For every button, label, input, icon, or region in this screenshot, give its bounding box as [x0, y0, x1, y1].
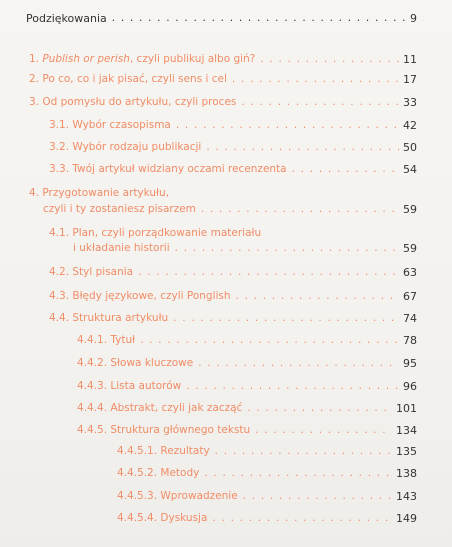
toc-entry-label: 3.2. Wybór rodzaju publikacji — [49, 141, 202, 153]
toc-entry-number: 1. — [29, 53, 43, 65]
toc-entry-label: 3. Od pomysłu do artykułu, czyli proces — [29, 96, 237, 108]
toc-page-number: 11 — [403, 53, 417, 66]
toc-entry-chapter-3[interactable]: 3. Od pomysłu do artykułu, czyli proces … — [29, 96, 417, 109]
toc-page-number: 138 — [396, 467, 417, 480]
toc-entry-label: 4.4.5.1. Rezultaty — [117, 445, 210, 457]
toc-leader-dots — [140, 334, 399, 347]
toc-entry-label: 4.3. Błędy językowe, czyli Ponglish — [49, 290, 231, 302]
toc-entry-subsection-4-4-1[interactable]: 4.4.1. Tytuł 78 — [77, 334, 417, 347]
toc-page-number: 54 — [403, 163, 417, 176]
toc-leader-dots — [241, 96, 399, 109]
toc-entry-subtitle: , czyli publikuj albo giń? — [129, 53, 256, 65]
toc-entry-subsection-4-4-3[interactable]: 4.4.3. Lista autorów 96 — [77, 380, 417, 393]
toc-leader-dots — [215, 445, 392, 458]
toc-leader-dots — [201, 203, 399, 216]
toc-page-number: 101 — [396, 402, 417, 415]
toc-entry-section-3-3[interactable]: 3.3. Twój artykuł widziany oczami recenz… — [49, 163, 417, 176]
toc-entry-label: 4.2. Styl pisania — [49, 266, 134, 278]
toc-leader-dots — [260, 53, 399, 66]
toc-entry-section-4-3[interactable]: 4.3. Błędy językowe, czyli Ponglish 67 — [49, 290, 417, 303]
toc-page-number: 67 — [403, 290, 417, 303]
toc-entry-chapter-4[interactable]: czyli i ty zostaniesz pisarzem 59 — [43, 203, 417, 216]
toc-entry-label: i układanie historii — [73, 242, 170, 254]
toc-page-number: 50 — [403, 141, 417, 154]
toc-entry-section-4-4[interactable]: 4.4. Struktura artykułu 74 — [49, 312, 417, 325]
toc-leader-dots — [247, 402, 392, 415]
toc-entry-section-4-1-line1: 4.1. Plan, czyli porządkowanie materiału — [49, 227, 262, 239]
toc-entry-label: 4.4.3. Lista autorów — [77, 380, 182, 392]
toc-page-number: 63 — [403, 266, 417, 279]
toc-leader-dots — [176, 119, 399, 132]
toc-page-number: 17 — [403, 73, 417, 86]
toc-entry-subsection-4-4-4[interactable]: 4.4.4. Abstrakt, czyli jak zacząć 101 — [77, 402, 417, 415]
toc-leader-dots — [243, 490, 392, 503]
toc-leader-dots — [212, 512, 392, 525]
toc-page-number: 149 — [396, 512, 417, 525]
toc-entry-label: 3.3. Twój artykuł widziany oczami recenz… — [49, 163, 287, 175]
toc-entry-label: 2. Po co, co i jak pisać, czyli sens i c… — [29, 73, 227, 85]
toc-entry-subsubsection-4-4-5-4[interactable]: 4.4.5.4. Dyskusja 149 — [117, 512, 417, 525]
toc-entry-label: 4.4.5.3. Wprowadzenie — [117, 490, 238, 502]
toc-leader-dots — [292, 163, 399, 176]
toc-page-number: 135 — [396, 445, 417, 458]
toc-entry-chapter-1[interactable]: 1. Publish or perish, czyli publikuj alb… — [29, 53, 417, 66]
toc-leader-dots — [112, 12, 406, 25]
toc-entry-label: 4.4.5.2. Metody — [117, 467, 200, 479]
toc-entry-subsection-4-4-2[interactable]: 4.4.2. Słowa kluczowe 95 — [77, 357, 417, 370]
toc-entry-label: 4.4. Struktura artykułu — [49, 312, 169, 324]
toc-page-number: 96 — [403, 380, 417, 393]
toc-page-number: 42 — [403, 119, 417, 132]
toc-entry-chapter-4-line1: 4. Przygotowanie artykułu, — [29, 187, 170, 199]
toc-entry-subsubsection-4-4-5-2[interactable]: 4.4.5.2. Metody 138 — [117, 467, 417, 480]
toc-entry-label: 4.4.4. Abstrakt, czyli jak zacząć — [77, 402, 243, 414]
toc-leader-dots — [206, 141, 399, 154]
toc-entry-label: 4.4.5. Struktura głównego tekstu — [77, 424, 251, 436]
toc-entry-subsubsection-4-4-5-1[interactable]: 4.4.5.1. Rezultaty 135 — [117, 445, 417, 458]
toc-entry-section-3-2[interactable]: 3.2. Wybór rodzaju publikacji 50 — [49, 141, 417, 154]
toc-entry-label: Podziękowania — [26, 12, 107, 25]
toc-entry-label: 4.4.1. Tytuł — [77, 334, 136, 346]
toc-entry-chapter-2[interactable]: 2. Po co, co i jak pisać, czyli sens i c… — [29, 73, 417, 86]
toc-leader-dots — [236, 290, 399, 303]
toc-leader-dots — [175, 242, 399, 255]
toc-entry-label: czyli i ty zostaniesz pisarzem — [43, 203, 196, 215]
toc-page-number: 134 — [396, 424, 417, 437]
toc-entry-acknowledgements[interactable]: Podziękowania 9 — [26, 12, 417, 25]
toc-entry-section-3-1[interactable]: 3.1. Wybór czasopisma 42 — [49, 119, 417, 132]
toc-entry-label: 3.1. Wybór czasopisma — [49, 119, 171, 131]
toc-entry-subsection-4-4-5[interactable]: 4.4.5. Struktura głównego tekstu 134 — [77, 424, 417, 437]
toc-leader-dots — [173, 312, 399, 325]
toc-entry-label: 1. Publish or perish, czyli publikuj alb… — [29, 53, 255, 66]
toc-leader-dots — [186, 380, 399, 393]
toc-page-number: 78 — [403, 334, 417, 347]
toc-entry-italic-title: Publish or perish — [42, 53, 130, 65]
toc-leader-dots — [232, 73, 399, 86]
toc-page-number: 33 — [403, 96, 417, 109]
toc-entry-label: 4.4.5.4. Dyskusja — [117, 512, 208, 524]
toc-entry-section-4-1[interactable]: i układanie historii 59 — [73, 242, 417, 255]
toc-leader-dots — [198, 357, 399, 370]
toc-entry-section-4-2[interactable]: 4.2. Styl pisania 63 — [49, 266, 417, 279]
toc-page-number: 59 — [403, 242, 417, 255]
toc-page-number: 59 — [403, 203, 417, 216]
toc-leader-dots — [138, 266, 399, 279]
toc-entry-label: 4.4.2. Słowa kluczowe — [77, 357, 194, 369]
toc-leader-dots — [255, 424, 392, 437]
toc-page-number: 9 — [410, 12, 417, 25]
toc-page-number: 74 — [403, 312, 417, 325]
toc-page-number: 143 — [396, 490, 417, 503]
toc-leader-dots — [204, 467, 392, 480]
toc-entry-subsubsection-4-4-5-3[interactable]: 4.4.5.3. Wprowadzenie 143 — [117, 490, 417, 503]
toc-page-number: 95 — [403, 357, 417, 370]
